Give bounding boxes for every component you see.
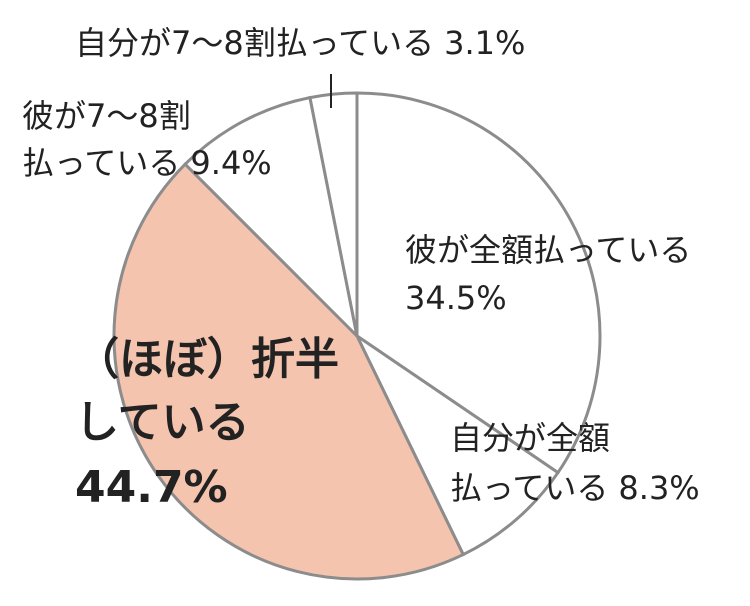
slice-label: 自分が全額 bbox=[450, 419, 610, 457]
slice-label: 彼が全額払っている bbox=[405, 231, 691, 269]
slice-label-line: 自分が7～8割払っている bbox=[75, 24, 434, 62]
slice-label: 彼が7～8割 bbox=[22, 97, 191, 135]
slice-label-line: 払っている bbox=[22, 144, 180, 182]
slice-label: 払っている 8.3% bbox=[450, 469, 700, 507]
value-label: 44.7% bbox=[75, 462, 228, 513]
pie-slice bbox=[355, 91, 602, 475]
slice-label: （ほぼ）折半 bbox=[75, 334, 339, 385]
pie-slice bbox=[308, 91, 359, 337]
value-label: 9.4% bbox=[190, 144, 271, 182]
slice-label-line: 彼が全額払っている bbox=[405, 231, 691, 269]
value-label: 34.5% bbox=[405, 279, 507, 317]
value-label: 3.1% bbox=[444, 24, 525, 62]
slice-label-line: している bbox=[75, 397, 250, 448]
slice-label: 払っている 9.4% bbox=[22, 144, 272, 182]
value-label: 8.3% bbox=[618, 469, 699, 507]
slice-label-line: 払っている bbox=[450, 469, 608, 507]
pie-slice bbox=[353, 331, 561, 557]
slice-label: 自分が7～8割払っている 3.1% bbox=[75, 24, 525, 62]
slice-label: している bbox=[75, 397, 250, 448]
slice-label-line: 彼が7～8割 bbox=[22, 97, 191, 135]
pie-slice bbox=[112, 162, 466, 581]
pie-slice bbox=[183, 95, 360, 341]
slice-label-line: 自分が全額 bbox=[450, 419, 610, 457]
slice-label-line: （ほぼ）折半 bbox=[75, 334, 339, 385]
